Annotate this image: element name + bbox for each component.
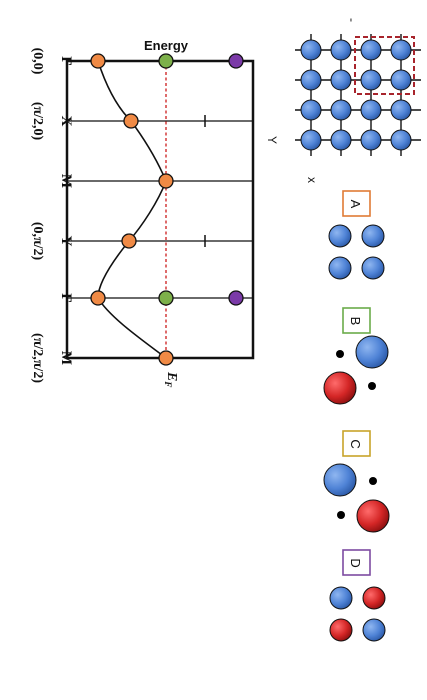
panel-d-label-box bbox=[342, 549, 371, 576]
panel-c: C bbox=[323, 430, 390, 533]
lattice-atom bbox=[300, 69, 322, 91]
kpoint-1: X bbox=[58, 116, 74, 127]
kpoint-coord: (π/2,0) bbox=[30, 102, 45, 141]
kpoint-5: M bbox=[58, 351, 74, 365]
lattice-atom bbox=[390, 39, 412, 61]
lattice-atom bbox=[300, 39, 322, 61]
panel-d-label: D bbox=[348, 558, 363, 567]
large-blue-atom bbox=[355, 335, 389, 369]
svg-text:A: A bbox=[348, 200, 363, 209]
svg-text:Y: Y bbox=[265, 136, 279, 144]
blue-atom bbox=[361, 224, 385, 248]
band-point bbox=[123, 113, 139, 129]
kpoint-label: Γ bbox=[58, 293, 74, 303]
kpoint-coord-3: (0,π/2) bbox=[30, 222, 45, 261]
band-point bbox=[90, 290, 106, 306]
fermi-level-label: EF bbox=[163, 371, 179, 387]
energy-axis-label: Energy bbox=[144, 38, 189, 53]
lattice-atom bbox=[330, 99, 352, 121]
panel-a-label: A bbox=[348, 200, 363, 209]
small-black-atom bbox=[336, 350, 344, 358]
band-points bbox=[90, 53, 244, 366]
lattice-atom bbox=[390, 69, 412, 91]
lattice-atom bbox=[330, 39, 352, 61]
red-atom bbox=[329, 618, 353, 642]
panel-a-label-box bbox=[342, 190, 371, 217]
kpoint-2: M bbox=[58, 174, 74, 188]
y-axis-label: Y bbox=[265, 136, 279, 144]
square-lattice: - Y x bbox=[265, 18, 421, 183]
kpoint-3: Y bbox=[58, 236, 74, 247]
lattice-atom bbox=[390, 99, 412, 121]
fermi-subscript: F bbox=[163, 380, 173, 387]
kpoint-label: Γ bbox=[58, 56, 74, 66]
lattice-atom bbox=[330, 69, 352, 91]
upper-band-point bbox=[228, 53, 244, 69]
panel-b-label-box bbox=[342, 307, 371, 334]
kpoint-4: Γ bbox=[58, 293, 74, 303]
panel-c-label: C bbox=[348, 439, 363, 448]
x-axis-label: x bbox=[305, 177, 319, 183]
fermi-level-point bbox=[158, 53, 174, 69]
small-black-atom bbox=[368, 382, 376, 390]
kpoint-coord: (0,0) bbox=[30, 48, 45, 75]
kpoint-label: M bbox=[58, 174, 74, 188]
lattice-atom bbox=[300, 99, 322, 121]
lattice-atom bbox=[360, 69, 382, 91]
unit-cell-highlight bbox=[354, 36, 415, 95]
svg-text:EF: EF bbox=[163, 371, 179, 387]
svg-text:-: - bbox=[345, 18, 359, 22]
lattice-atoms bbox=[300, 39, 412, 151]
k-gridlines bbox=[67, 120, 253, 299]
red-atom bbox=[362, 586, 386, 610]
upper-band-point bbox=[228, 290, 244, 306]
k-point-labels: Γ X M Y Γ M (0,0) (π/2,0) bbox=[30, 48, 74, 384]
band-curve bbox=[97, 60, 167, 359]
blue-atom bbox=[362, 618, 386, 642]
kpoint-coord-5: (π/2,π/2) bbox=[30, 333, 45, 383]
large-red-atom bbox=[323, 371, 357, 405]
panel-a: A bbox=[328, 190, 385, 280]
fermi-label: E bbox=[164, 371, 179, 381]
lattice-atom bbox=[300, 129, 322, 151]
band-plot: Energy EF Γ X M Y Γ M (0,0) bbox=[30, 38, 255, 387]
blue-atom bbox=[328, 256, 352, 280]
kpoint-coord-1: (π/2,0) bbox=[30, 102, 45, 141]
fermi-level-point bbox=[158, 290, 174, 306]
kpoint-0: Γ bbox=[58, 56, 74, 66]
lattice-atom bbox=[330, 129, 352, 151]
large-blue-atom bbox=[323, 463, 357, 497]
band-point bbox=[158, 350, 174, 366]
small-black-atom bbox=[337, 511, 345, 519]
small-black-atom bbox=[369, 477, 377, 485]
kpoint-coord: (π/2,π/2) bbox=[30, 333, 45, 383]
panel-d: D bbox=[329, 549, 386, 642]
band-point bbox=[90, 53, 106, 69]
kpoint-label: X bbox=[58, 116, 74, 127]
panel-b-label: B bbox=[348, 317, 363, 326]
lattice-atom bbox=[360, 99, 382, 121]
blue-atom bbox=[361, 256, 385, 280]
svg-text:D: D bbox=[348, 558, 363, 567]
kpoint-coord: (0,π/2) bbox=[30, 222, 45, 261]
lattice-atom bbox=[360, 129, 382, 151]
kpoint-label: Y bbox=[58, 236, 74, 247]
lattice-edge-mark: - bbox=[345, 18, 359, 22]
svg-text:C: C bbox=[348, 439, 363, 448]
kpoint-label: M bbox=[58, 351, 74, 365]
lattice-atom bbox=[390, 129, 412, 151]
panel-c-label-box bbox=[342, 430, 371, 457]
band-point bbox=[121, 233, 137, 249]
large-red-atom bbox=[356, 499, 390, 533]
panel-b: B bbox=[323, 307, 389, 405]
plot-frame bbox=[65, 59, 255, 360]
svg-text:x: x bbox=[305, 177, 319, 183]
band-point bbox=[158, 173, 174, 189]
svg-text:B: B bbox=[348, 317, 363, 326]
blue-atom bbox=[329, 586, 353, 610]
kpoint-coord-0: (0,0) bbox=[30, 48, 45, 75]
blue-atom bbox=[328, 224, 352, 248]
lattice-atom bbox=[360, 39, 382, 61]
